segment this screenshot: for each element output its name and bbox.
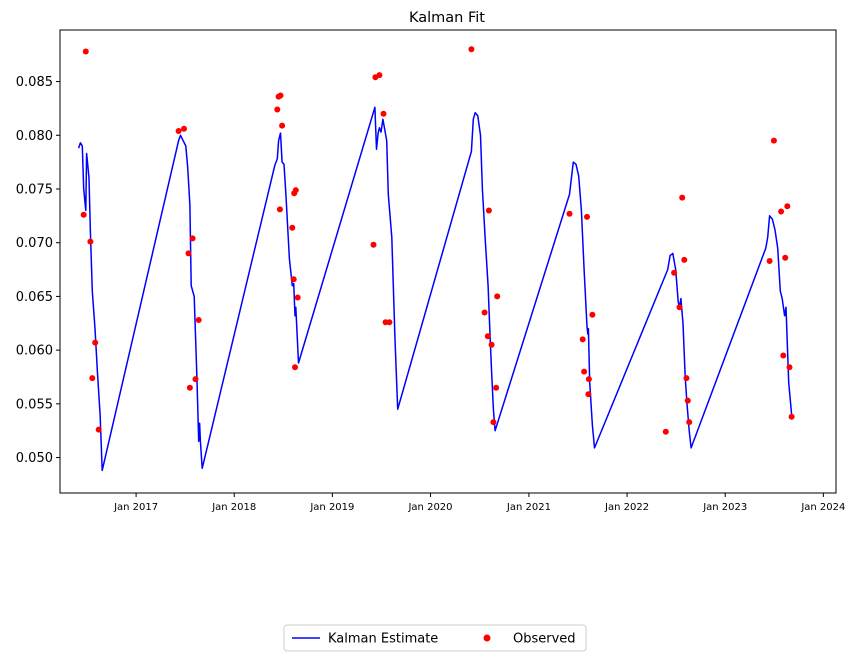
observed-point [277, 92, 284, 99]
observed-point [566, 210, 573, 217]
observed-point [89, 375, 96, 382]
observed-point [782, 254, 789, 261]
x-axis: Jan 2017 Jan 2018 Jan 2019 Jan 2020 Jan 2021… [113, 493, 845, 513]
observed-point [686, 419, 693, 426]
observed-point [481, 309, 488, 316]
observed-point [294, 294, 301, 301]
observed-point [380, 110, 387, 117]
observed-point [784, 203, 791, 210]
observed-point [585, 376, 592, 383]
observed-point [589, 311, 596, 318]
observed-point [87, 238, 94, 245]
observed-point [82, 48, 89, 55]
observed-point [671, 269, 678, 276]
y-tick-label: 0.070 [16, 236, 53, 251]
chart-title: Kalman Fit [409, 10, 485, 26]
observed-point [679, 194, 686, 201]
observed-point [778, 208, 785, 215]
x-tick-label: Jan 2022 [604, 502, 649, 513]
legend-label-observed: Observed [513, 632, 576, 647]
observed-point [289, 224, 296, 231]
legend-frame [283, 624, 587, 652]
observed-point [292, 187, 299, 194]
legend-label-estimate: Kalman Estimate [328, 632, 438, 647]
y-tick-label: 0.055 [16, 397, 53, 412]
observed-point [780, 352, 787, 359]
observed-point [494, 293, 501, 300]
observed-point [292, 364, 298, 371]
observed-point [770, 137, 777, 144]
observed-point [490, 419, 497, 426]
observed-point [484, 333, 491, 340]
observed-point [195, 317, 202, 323]
observed-point [189, 235, 196, 242]
observed-point [276, 206, 283, 213]
y-tick-label: 0.060 [16, 344, 53, 359]
y-tick-label: 0.075 [16, 182, 53, 197]
observed-point [175, 128, 182, 134]
observed-point [788, 413, 795, 420]
x-tick-label: Jan 2020 [407, 502, 452, 513]
observed-point [468, 46, 475, 53]
observed-point [585, 391, 592, 398]
observed-point [786, 364, 793, 371]
observed-point [493, 384, 500, 391]
observed-point [192, 376, 199, 383]
x-tick-label: Jan 2021 [506, 502, 551, 513]
observed-point [766, 258, 773, 264]
y-tick-label: 0.065 [16, 290, 53, 305]
x-tick-label: Jan 2023 [702, 502, 747, 513]
observed-point [186, 384, 193, 391]
observed-point [662, 428, 669, 435]
observed-point [370, 241, 377, 248]
x-tick-label: Jan 2017 [113, 502, 158, 513]
observed-point [681, 256, 688, 263]
observed-point [274, 106, 281, 113]
observed-point [684, 397, 691, 404]
x-tick-label: Jan 2024 [800, 502, 845, 513]
plot-marks [77, 46, 795, 472]
observed-point [581, 368, 588, 375]
observed-point [584, 213, 590, 220]
legend-swatch-observed [483, 634, 491, 642]
observed-point [376, 72, 383, 79]
series-line-kalman-estimate [77, 106, 793, 472]
observed-point [488, 341, 495, 348]
y-tick-label: 0.085 [16, 75, 53, 90]
observed-point [290, 276, 297, 283]
observed-point [386, 319, 393, 326]
observed-point [579, 336, 586, 343]
observed-point [279, 122, 286, 129]
observed-point [676, 304, 683, 311]
observed-point [92, 339, 99, 346]
observed-point [683, 375, 690, 382]
observed-point [181, 125, 187, 132]
observed-point [185, 250, 192, 257]
x-tick-label: Jan 2018 [211, 502, 256, 513]
y-tick-label: 0.050 [16, 451, 53, 466]
x-tick-label: Jan 2019 [309, 502, 354, 513]
legend: Kalman Estimate Observed [283, 624, 587, 652]
observed-point [95, 426, 102, 433]
y-tick-label: 0.080 [16, 129, 53, 144]
observed-point [485, 207, 492, 214]
y-axis: 0.050 0.055 0.060 0.065 0.070 0.075 0.080 0.085 [16, 75, 60, 466]
observed-point [80, 211, 87, 218]
plot-area-frame [59, 29, 837, 494]
